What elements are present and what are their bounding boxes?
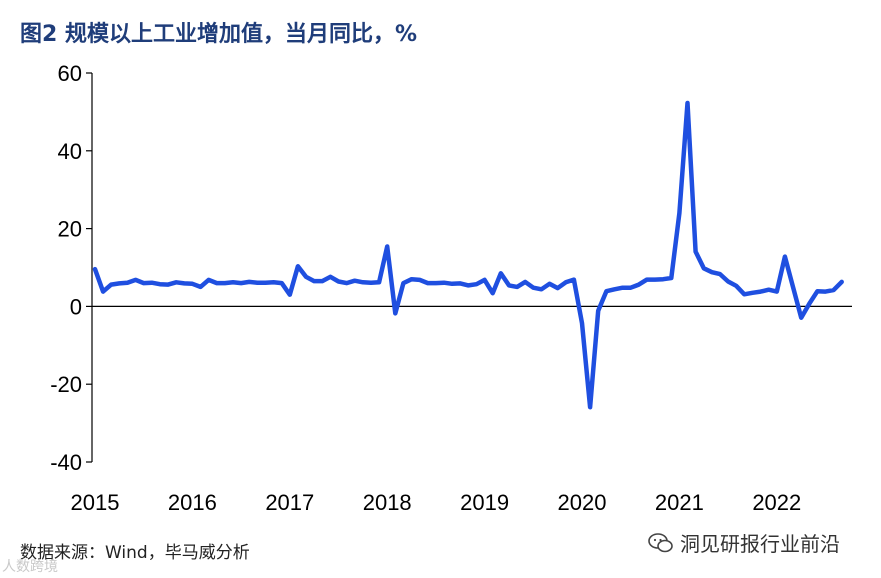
y-tick-label: -40 — [50, 450, 82, 475]
x-tick-label: 2016 — [168, 490, 217, 515]
wechat-icon — [648, 532, 673, 552]
y-tick-label: -20 — [50, 372, 82, 397]
y-tick-label: 60 — [58, 61, 82, 86]
x-tick-label: 2017 — [265, 490, 314, 515]
y-tick-label: 40 — [58, 139, 82, 164]
y-tick-label: 0 — [70, 294, 82, 319]
y-tick-label: 20 — [58, 217, 82, 242]
x-tick-label: 2021 — [655, 490, 704, 515]
x-tick-label: 2015 — [71, 490, 120, 515]
watermark-text: 洞见研报行业前沿 — [680, 532, 840, 556]
chart-title: 图2 规模以上工业增加值，当月同比，% — [20, 22, 418, 47]
watermark: 洞见研报行业前沿 — [648, 528, 840, 557]
x-tick-label: 2022 — [752, 490, 801, 515]
x-tick-label: 2019 — [460, 490, 509, 515]
data-source-note: 数据来源：Wind，毕马威分析 — [20, 543, 250, 563]
x-tick-label: 2020 — [558, 490, 607, 515]
series-layer — [92, 100, 844, 410]
corner-watermark: 人数跨境 — [2, 559, 58, 575]
x-tick-label: 2018 — [363, 490, 412, 515]
chart-axes: 60 40 20 0 -20 -40 2015 2016 2017 2018 2019 2020 202… — [50, 61, 852, 515]
series-line — [92, 100, 844, 410]
